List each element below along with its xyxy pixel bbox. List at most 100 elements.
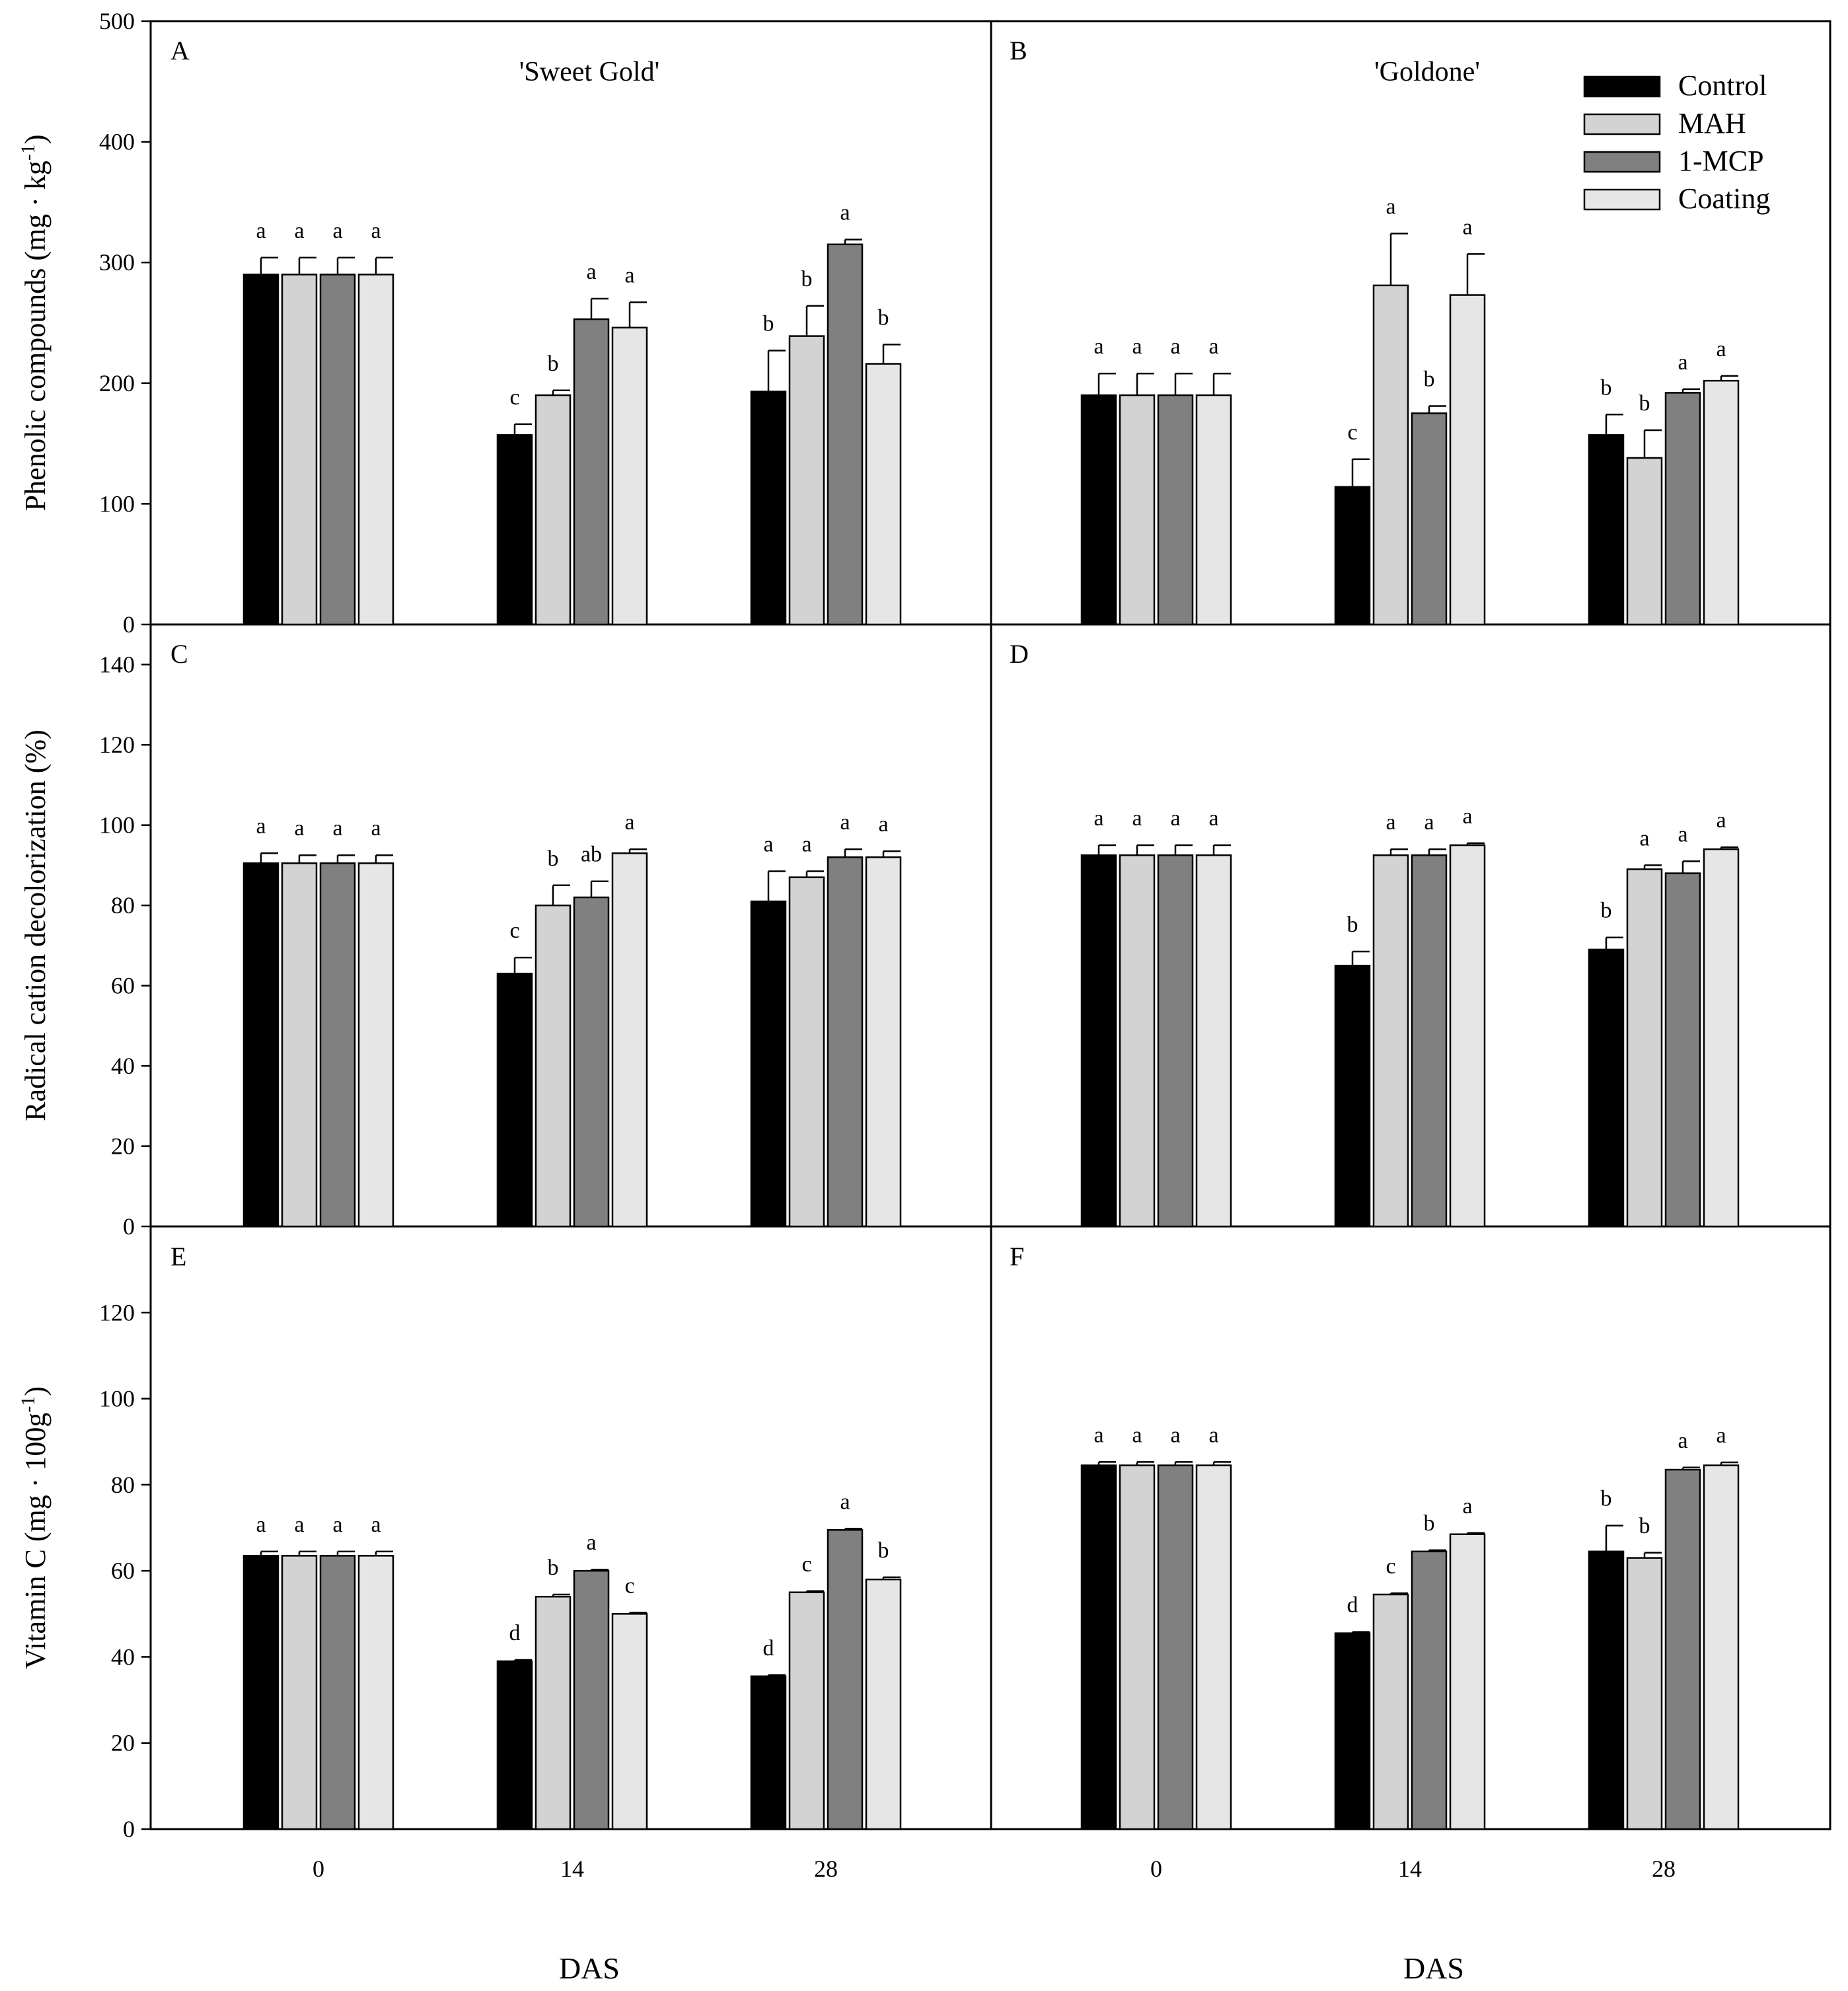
bar-C-1mcp-28 [827,856,864,1228]
y-tick-label: 100 [99,812,135,839]
cultivar-title-sweet-gold: 'Sweet Gold' [519,57,659,87]
bar-A-1mcp-0 [319,274,356,626]
y-tick-label: 0 [123,1213,135,1240]
significance-letter: a [332,816,342,841]
bar-A-1mcp-14 [573,318,610,626]
panel-letter-C: C [170,639,188,669]
legend-label: 1-MCP [1678,145,1764,177]
significance-letter: a [1386,810,1395,835]
significance-letter: a [840,201,850,225]
significance-letter: c [1347,420,1357,445]
significance-letter: a [371,219,381,243]
panel-letter-E: E [170,1242,186,1271]
significance-letter: a [878,812,888,837]
panel-letter-D: D [1010,639,1029,669]
significance-letter: b [1601,375,1612,400]
legend-label: MAH [1678,107,1746,139]
bar-D-mah-0 [1119,854,1156,1228]
bar-E-coating-28 [865,1578,902,1830]
significance-letter: a [1716,1423,1726,1448]
significance-letter: a [256,1513,266,1537]
y-axis-title-row-1: Phenolic compounds (mg · kg-1) [17,134,52,511]
significance-letter: a [840,810,850,835]
bar-D-mah-28 [1626,868,1663,1228]
bar-B-control-0 [1080,394,1117,626]
x-axis-title-right: DAS [1403,1951,1464,1985]
bar-D-1mcp-0 [1157,854,1194,1228]
significance-letter: d [763,1636,774,1661]
bar-C-control-0 [242,862,279,1228]
bar-C-mah-28 [788,876,825,1228]
bar-C-mah-14 [535,904,572,1228]
bar-B-coating-14 [1449,294,1486,626]
significance-letter: b [548,352,559,376]
bar-C-mah-0 [281,862,318,1228]
bar-C-control-28 [750,900,787,1228]
panel-letter-A: A [170,36,190,65]
bar-E-1mcp-0 [319,1555,356,1830]
panel-labels: A B C D E F 'Sweet Gold' 'Goldone' [170,36,1480,1271]
superscript: -1 [17,144,39,161]
y-tick-label: 200 [99,370,135,396]
bar-F-mah-14 [1372,1593,1409,1830]
y-tick-label: 300 [99,249,135,276]
bar-B-coating-0 [1195,394,1232,626]
significance-letter: a [1170,334,1180,359]
significance-letter: a [1462,215,1472,239]
x-tick-label: 14 [560,1856,584,1882]
significance-letter: a [801,833,811,857]
legend-label: Control [1678,69,1767,102]
significance-letter: b [878,305,889,330]
significance-letter: a [371,816,381,841]
x-tick-label: 28 [814,1856,838,1882]
bar-B-coating-28 [1703,379,1740,626]
significance-letter: b [1639,391,1650,416]
y-tick-label: 60 [111,1558,135,1584]
bar-B-1mcp-28 [1664,392,1701,626]
y-tick-label: 140 [99,652,135,678]
significance-letter: a [840,1489,850,1514]
bar-D-control-14 [1334,964,1371,1228]
bar-C-control-14 [496,973,533,1228]
bar-B-mah-0 [1119,394,1156,626]
bar-B-mah-14 [1372,284,1409,626]
panel-letter-F: F [1010,1242,1024,1271]
y-axis-title-row-2: Radical cation decolorization (%) [19,730,52,1121]
y-tick-label: 100 [99,490,135,517]
significance-letter: b [548,1556,559,1580]
bar-F-coating-14 [1449,1533,1486,1830]
significance-letter: a [1132,806,1142,831]
bar-F-1mcp-28 [1664,1468,1701,1830]
significance-letter: a [1386,194,1395,219]
bar-E-mah-0 [281,1555,318,1830]
significance-letter: ab [581,843,602,867]
bar-C-coating-28 [865,856,902,1228]
significance-letter: b [1639,1514,1650,1538]
closing-paren: ) [19,134,52,144]
y-tick-label: 20 [111,1730,135,1756]
y-tick-label: 120 [99,732,135,758]
panel-frames [149,20,1831,1830]
significance-letter: a [586,1530,596,1555]
significance-letter: a [256,219,266,243]
bar-E-coating-0 [357,1555,394,1830]
y-tick-label: 0 [123,1816,135,1842]
significance-letter: c [509,385,519,410]
bar-C-1mcp-14 [573,896,610,1228]
significance-letter: a [763,833,773,857]
legend: Control MAH 1-MCP Coating [1583,69,1770,215]
significance-letter: b [1424,1511,1435,1536]
bar-F-1mcp-0 [1157,1464,1194,1830]
bar-D-coating-14 [1449,844,1486,1228]
bar-D-coating-28 [1703,848,1740,1228]
significance-letter: b [763,311,774,336]
significance-letter: a [294,816,304,841]
closing-paren: ) [19,1386,52,1396]
bar-A-coating-14 [611,326,648,626]
bar-A-mah-14 [535,394,572,626]
significance-letter: a [1208,806,1218,831]
y-tick-label: 100 [99,1386,135,1412]
significance-letter: d [1347,1593,1358,1618]
significance-letter: a [1424,810,1434,835]
bar-E-1mcp-14 [573,1569,610,1830]
